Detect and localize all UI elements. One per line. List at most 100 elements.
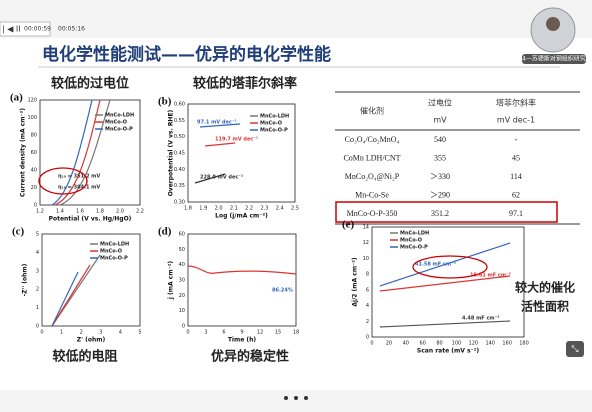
annotation: 15.61 mF cm⁻² [470,273,511,279]
y-tick-label: 0.50 [174,134,185,140]
y-tick-label: 14 [363,225,369,231]
table-cell: ＞330 [430,172,450,181]
curve [54,99,101,206]
x-tick-label: 1 [60,330,63,336]
annotation: 4.48 mF cm⁻² [462,316,499,322]
x-tick-label: 0 [186,330,189,336]
table-cell: Mn-Co-Se [355,190,389,199]
highlight-oval [412,255,488,279]
y-tick-label: 1 [36,305,39,311]
table-cell: 351.2 [431,209,449,218]
x-tick-label: 2.2 [136,209,144,215]
caption: 活性面积 [521,299,569,314]
y-tick-label: 0.40 [174,167,185,173]
table-cell: 540 [434,135,446,144]
y-tick-label: 60 [31,150,37,156]
caption: 较大的催化 [515,280,575,295]
plot-frame [41,233,141,327]
y-axis-label: Current density (mA cm⁻²) [20,108,27,197]
y-tick-label: 12 [363,240,369,246]
player-controls[interactable] [0,21,51,37]
y-tick-label: 6 [366,287,369,293]
x-tick-label: 100 [452,341,462,347]
table-cell: 45 [512,153,520,162]
fullscreen-button[interactable] [566,341,584,357]
legend-label: MnCo-LDH [105,113,134,119]
y-tick-label: 0 [182,324,185,330]
x-tick-label: 2.5 [291,206,299,212]
x-tick-label: 160 [502,341,512,347]
table-header: 过电位 [428,98,452,108]
y-tick-label: 0 [36,324,39,330]
fullscreen-icon[interactable]: ⤡ [571,345,578,355]
x-tick-label: 20 [386,341,392,347]
x-tick-label: 40 [403,341,409,347]
x-tick-label: 1.8 [96,209,104,215]
y-tick-label: 40 [31,168,37,174]
table-cell: 97.1 [509,209,523,218]
page-dot[interactable] [304,396,308,400]
x-axis-label: Time (h) [228,337,257,344]
plot-frame [187,233,297,327]
x-tick-label: 1.9 [199,206,207,212]
y-axis-label: -Z'' (ohm) [22,263,29,296]
curve [194,173,226,184]
table-cell: MnCo₂O₄@Ni₂P [345,172,400,181]
time-total: 00:05:16 [58,26,85,33]
table-cell: 62 [512,190,520,199]
x-tick-label: 2.2 [245,206,253,212]
y-tick-label: 0.35 [174,183,185,189]
x-tick-label: 3 [99,330,102,336]
curve [51,271,79,327]
legend-label: MnCo-O [105,120,127,126]
x-tick-label: 140 [485,341,495,347]
x-tick-label: 1.8 [184,206,192,212]
page-dot[interactable] [284,396,288,400]
table-cell: ＞290 [430,190,450,199]
x-tick-label: 1.6 [76,209,84,215]
table-header: mV [433,116,447,125]
legend-label: MnCo-LDH [100,242,129,248]
caption: 优异的稳定性 [211,349,289,365]
x-tick-label: 2.1 [230,206,238,212]
legend-label: MnCo-O-P [105,127,133,133]
annotation: 97.1 mV dec⁻¹ [197,120,237,126]
y-tick-label: 0 [366,335,369,341]
y-tick-label: 10 [179,308,185,314]
x-axis-label: Potential (V vs. Hg/HgO) [49,216,132,223]
annotation: 86.24% [272,288,293,294]
x-tick-label: 60 [419,341,425,347]
curve [379,320,511,328]
pause-icon[interactable]: | ◀ II [2,25,21,34]
plot-frame [187,103,296,203]
x-tick-label: 80 [436,341,442,347]
presenter-head [546,17,560,31]
y-tick-label: 2 [36,287,39,293]
time-current: 00:00:59 [24,26,51,33]
curve [379,242,511,287]
x-tick-label: 0 [370,341,373,347]
curve [204,142,236,147]
y-tick-label: 0.60 [174,102,185,108]
curve [379,275,511,292]
legend-label: MnCo-O-P [100,256,128,262]
panel-label: (b) [158,96,172,108]
x-tick-label: 2.3 [260,206,268,212]
slide [0,38,592,390]
table-header: 塔菲尔斜率 [496,98,536,108]
presenter-label: 4—苏德斯对钢组织研究 [522,55,586,63]
page-dot[interactable] [294,396,298,400]
presenter-badge [522,54,586,64]
x-tick-label: 6 [222,330,225,336]
y-tick-label: 120 [27,98,37,104]
curve [59,99,111,206]
x-tick-label: 1.4 [56,209,64,215]
x-tick-label: 3 [204,330,207,336]
x-tick-label: 12 [257,330,263,336]
y-tick-label: 0 [34,203,37,209]
y-tick-label: 4 [36,250,39,256]
caption: 较低的塔菲尔斜率 [193,76,297,92]
table-cell: Co₃O₄/Co₂MnO₄ [345,135,400,144]
y-tick-label: 5 [36,232,39,238]
